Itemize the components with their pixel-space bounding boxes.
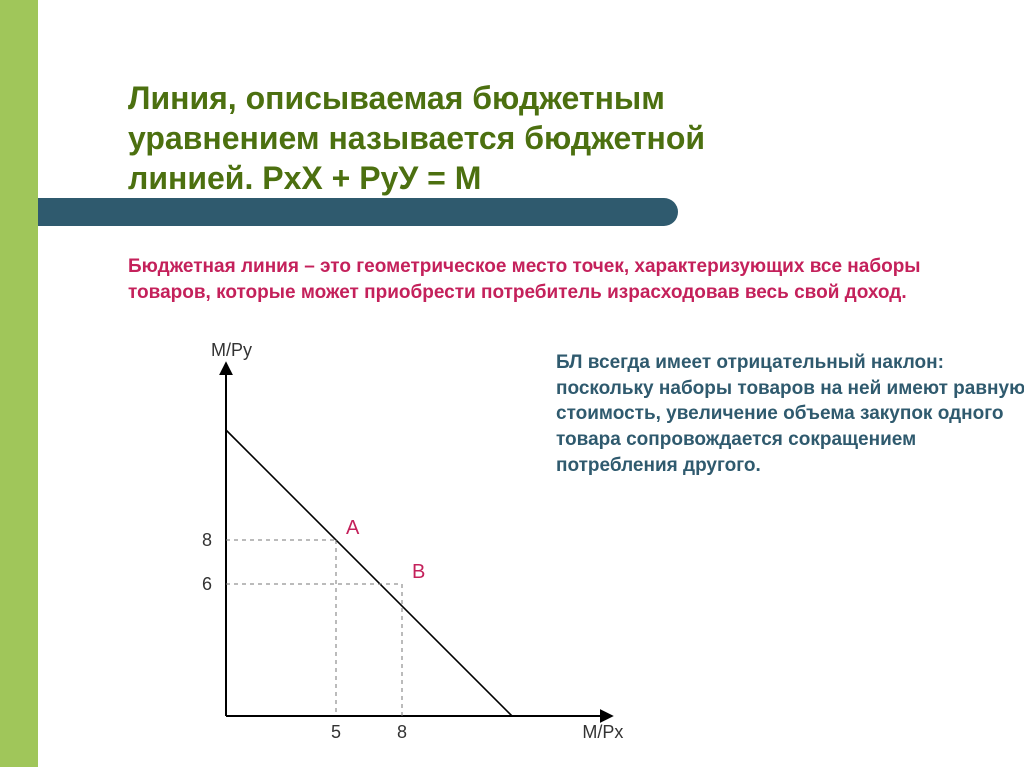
y-tick-8: 8 (202, 530, 212, 550)
x-axis-label: М/Рх (582, 722, 623, 742)
title-line-3: линией. РхХ + РуУ = М (128, 160, 481, 196)
budget-line (226, 430, 512, 716)
budget-line-chart: М/РуМ/РхAB6858 (166, 340, 596, 760)
x-tick-8: 8 (397, 722, 407, 742)
sidebar-stripe (0, 0, 38, 767)
point-label-B: B (412, 561, 425, 583)
title-line-1: Линия, описываемая бюджетным (128, 80, 665, 116)
slide-content: Линия, описываемая бюджетным уравнением … (38, 0, 1024, 767)
slide-title: Линия, описываемая бюджетным уравнением … (128, 78, 964, 198)
explanation-text: БЛ всегда имеет отрицательный наклон: по… (556, 350, 1024, 478)
y-axis-label: М/Ру (211, 340, 252, 360)
point-label-A: A (346, 517, 360, 539)
x-tick-5: 5 (331, 722, 341, 742)
title-accent-bar (38, 198, 678, 226)
chart-svg: М/РуМ/РхAB6858 (166, 340, 596, 760)
title-line-2: уравнением называется бюджетной (128, 120, 705, 156)
lower-region: М/Ру М/Рх A B 6 8 5 8 БЛ всегда имеет отрицател… (166, 340, 1024, 760)
definition-text: Бюджетная линия – это геометрическое мес… (128, 254, 948, 305)
y-tick-6: 6 (202, 574, 212, 594)
title-block: Линия, описываемая бюджетным уравнением … (128, 78, 964, 198)
